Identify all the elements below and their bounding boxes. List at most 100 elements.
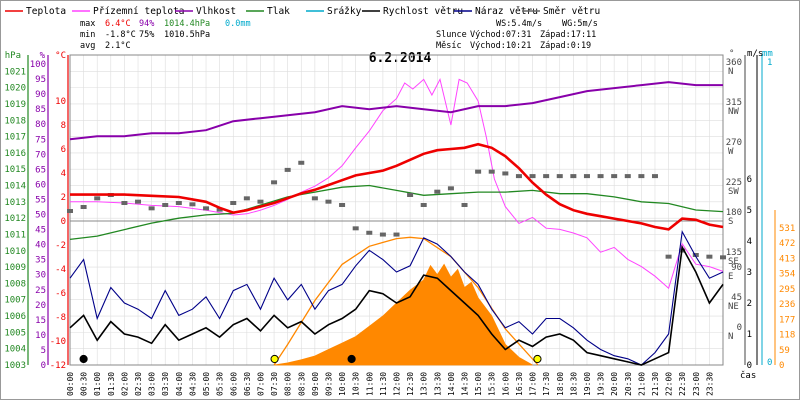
tick-label: 6 — [61, 145, 66, 155]
tick-label: SW — [728, 187, 739, 197]
moon-set-marker — [79, 354, 88, 364]
tick-label: 118 — [779, 331, 795, 341]
tick-label: 4 — [61, 169, 66, 179]
tick-label: 59 — [779, 346, 790, 356]
pressure-axis-unit: hPa — [5, 51, 21, 61]
tick-label: 1005 — [4, 328, 26, 338]
x-tick-label: 21:00 — [637, 372, 646, 396]
x-tick-label: 10:30 — [352, 372, 361, 396]
tick-label: 1016 — [4, 149, 26, 159]
legend-label: Rychlost větru — [383, 6, 463, 17]
wind-direction-point — [189, 202, 196, 207]
x-tick-label: 00:30 — [80, 372, 89, 396]
tick-label: 531 — [779, 224, 795, 234]
tick-label: 413 — [779, 254, 795, 264]
wind-direction-point — [80, 205, 87, 209]
tick-label: S — [728, 217, 733, 227]
wind-direction-point — [447, 186, 454, 191]
tick-label: 360 — [726, 58, 742, 68]
wind-direction-point — [379, 232, 386, 237]
tick-label: 35 — [35, 256, 46, 266]
stat-min_temp: -1.8°C — [105, 30, 136, 40]
plot-area — [67, 77, 726, 366]
stat-wg: WG:5m/s — [562, 19, 598, 29]
x-tick-label: 17:00 — [529, 372, 538, 396]
tick-label: 90 — [731, 263, 742, 273]
x-tick-label: 02:00 — [120, 372, 129, 396]
wind-direction-point — [720, 255, 726, 260]
x-tick-label: 19:00 — [583, 372, 592, 396]
x-tick-label: 10:00 — [338, 372, 347, 396]
series-pressure — [69, 184, 724, 241]
wind-direction-point — [257, 199, 264, 204]
tick-label: 25 — [35, 286, 46, 296]
series-wind-gust — [69, 229, 724, 366]
x-tick-label: 00:00 — [66, 372, 75, 396]
wind-direction-point — [638, 174, 645, 179]
tick-label: 177 — [779, 315, 795, 325]
tick-label: 270 — [726, 138, 742, 148]
legend-item: Přízemní teplota — [72, 6, 185, 17]
legend-item: Vlhkost — [175, 6, 236, 17]
wind-direction-point — [121, 201, 128, 205]
chart-title: 6.2.2014 — [369, 51, 432, 66]
tick-label: 1007 — [4, 296, 26, 306]
tick-label: -4 — [55, 265, 66, 275]
x-tick-label: 08:00 — [284, 372, 293, 396]
tick-label: 55 — [35, 195, 46, 205]
x-tick-label: 18:30 — [569, 372, 578, 396]
temp-axis-unit: °C — [55, 51, 66, 61]
moon-rise-marker — [347, 354, 356, 364]
wind-direction-point — [583, 174, 590, 179]
wind-direction-point — [339, 203, 346, 207]
x-tick-label: 16:30 — [515, 372, 524, 396]
wind-direction-point — [434, 189, 441, 194]
tick-label: E — [728, 272, 733, 282]
tick-label: 45 — [731, 293, 742, 303]
tick-label: 0 — [779, 361, 784, 371]
tick-label: 50 — [35, 211, 46, 221]
legend-label: Teplota — [26, 6, 66, 17]
tick-label: NE — [728, 302, 739, 312]
wind-direction-point — [230, 201, 237, 205]
series-theoretical-radiation — [273, 236, 539, 366]
wind-direction-point — [94, 196, 101, 201]
rain-axis-unit: mm — [762, 49, 773, 59]
wind-direction-point — [148, 206, 155, 211]
tick-label: -6 — [55, 289, 66, 299]
tick-label: 1009 — [4, 263, 26, 273]
stat-set: Západ:17:11 — [540, 30, 596, 40]
tick-label: 1004 — [4, 345, 26, 355]
wind-direction-point — [325, 199, 332, 204]
stat-min_hum: 75% — [139, 30, 154, 40]
tick-label: 2 — [61, 193, 66, 203]
wind-direction-point — [556, 174, 563, 179]
tick-label: 10 — [35, 331, 46, 341]
wind-direction-point — [407, 193, 414, 197]
wind-direction-point — [611, 174, 618, 179]
tick-label: 1012 — [4, 214, 26, 224]
tick-label: N — [728, 332, 733, 342]
x-tick-label: 21:30 — [651, 372, 660, 396]
wind-direction-point — [298, 160, 305, 165]
tick-label: W — [728, 147, 734, 157]
stat-avg_temp: 2.1°C — [105, 41, 131, 51]
tick-label: 10 — [55, 97, 66, 107]
wind-direction-point — [543, 174, 550, 179]
tick-label: 236 — [779, 300, 795, 310]
wind-direction-point — [67, 209, 73, 213]
tick-label: -2 — [55, 241, 66, 251]
tick-label: 80 — [35, 120, 46, 130]
tick-label: N — [728, 67, 733, 77]
wind-direction-point — [352, 226, 359, 231]
tick-label: 295 — [779, 285, 795, 295]
stat-max_label: max — [80, 19, 95, 29]
tick-label: 1 — [767, 58, 772, 68]
tick-label: 3 — [747, 268, 752, 278]
tick-label: 1015 — [4, 165, 26, 175]
stat-max_rain: 0.0mm — [225, 19, 251, 29]
tick-label: 15 — [35, 316, 46, 326]
legend-label: Vlhkost — [196, 6, 236, 17]
tick-label: 95 — [35, 75, 46, 85]
